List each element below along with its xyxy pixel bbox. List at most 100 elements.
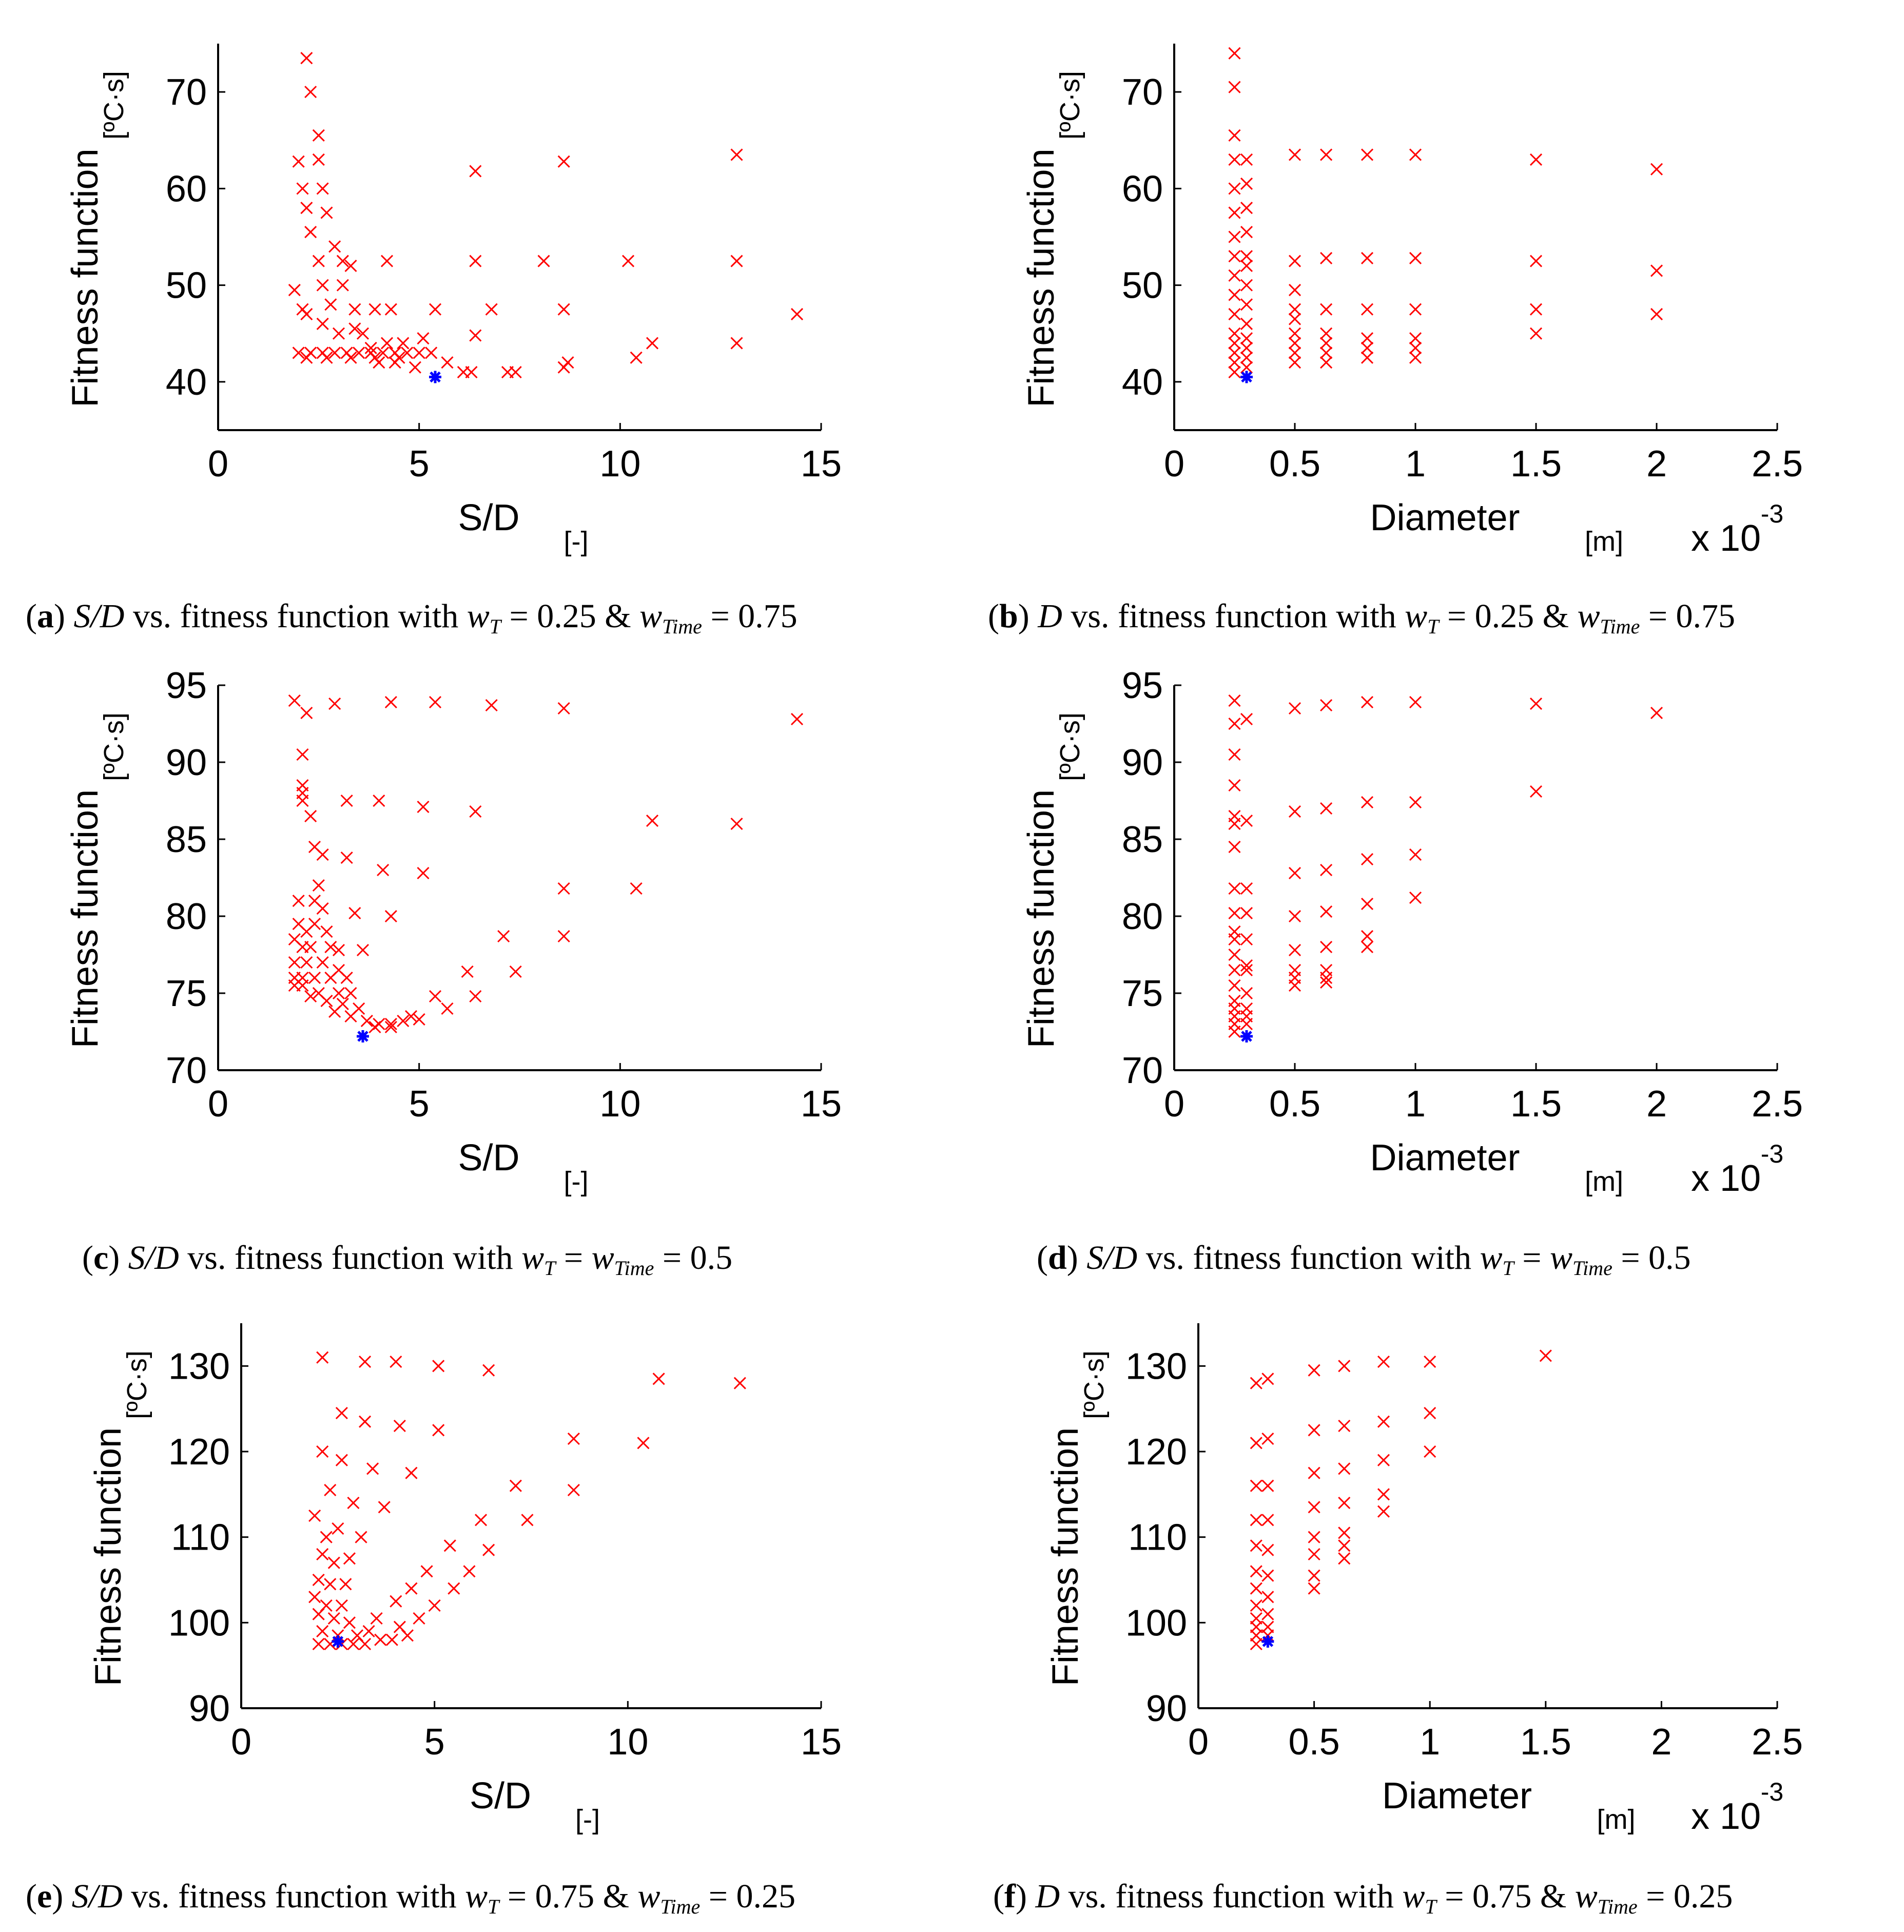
data-point [1240, 153, 1253, 166]
data-point [417, 866, 430, 880]
data-point [1308, 1548, 1320, 1561]
data-point [1240, 226, 1253, 239]
data-point [448, 1582, 460, 1595]
data-point [1250, 1539, 1262, 1552]
data-point [397, 1014, 410, 1028]
best-point [1240, 1030, 1253, 1042]
data-point [368, 1020, 381, 1034]
data-point [1650, 308, 1663, 321]
x-axis-unit: [m] [1585, 526, 1623, 557]
data-point [1228, 906, 1241, 920]
data-point [425, 346, 438, 359]
data-point [1240, 317, 1253, 330]
data-point [1228, 269, 1241, 282]
data-point [1409, 796, 1422, 809]
data-point [312, 255, 325, 267]
data-point [344, 1010, 357, 1023]
data-point [1320, 863, 1333, 877]
x-tick-label: 10 [599, 443, 640, 485]
x-tick-label: 10 [607, 1722, 648, 1763]
data-point [432, 1424, 445, 1437]
x-axis-unit: [m] [1585, 1166, 1623, 1197]
data-point [557, 155, 570, 168]
y-tick-label: 120 [1125, 1432, 1187, 1473]
y-tick-label: 70 [1122, 1050, 1163, 1091]
data-point [312, 1637, 325, 1651]
y-tick-label: 90 [166, 742, 207, 783]
caption-c: (c) S/D vs. fitness function with wT = w… [82, 1239, 733, 1280]
data-point [384, 1020, 397, 1034]
data-point [557, 882, 570, 895]
data-point [1288, 805, 1301, 818]
data-point [409, 361, 421, 374]
chart-panel-5: 0 0.5 1 1.5 2 2.5 90 100 110 120 130 Diameter [m] x 1… [1045, 1323, 1803, 1837]
data-point [1361, 897, 1374, 911]
y-tick-label: 60 [166, 168, 207, 209]
data-point [1361, 695, 1374, 709]
data-point [385, 1633, 398, 1646]
data-point [469, 329, 482, 342]
data-point [557, 303, 570, 316]
data-point [344, 351, 357, 364]
data-point [332, 1522, 344, 1535]
data-point [521, 1514, 534, 1527]
y-tick-label: 80 [1122, 896, 1163, 937]
y-tick-label: 70 [1122, 72, 1163, 113]
data-point [469, 255, 482, 267]
data-point [1361, 351, 1374, 364]
x-tick-label: 5 [409, 443, 430, 485]
x-tick-label: 1.5 [1520, 1722, 1571, 1763]
data-point [390, 1595, 402, 1608]
data-point [312, 1573, 325, 1587]
best-point [1240, 371, 1253, 383]
x-tick-label: 2.5 [1752, 1722, 1803, 1763]
data-point [320, 206, 333, 219]
data-point [373, 794, 385, 807]
data-point [469, 990, 482, 1003]
data-point [413, 346, 425, 359]
data-point [316, 956, 329, 969]
data-point [1288, 943, 1301, 957]
data-point [304, 940, 317, 954]
data-point [1228, 206, 1241, 219]
data-point [475, 1514, 488, 1527]
data-point [1361, 341, 1374, 355]
x-axis-unit: [-] [564, 1166, 589, 1197]
data-point [380, 255, 394, 267]
data-point [1261, 1608, 1274, 1620]
data-point [1377, 1415, 1390, 1428]
data-point [384, 910, 397, 923]
data-point [1320, 303, 1333, 316]
data-point [1228, 47, 1241, 60]
data-point [300, 706, 313, 720]
data-point [1228, 779, 1241, 792]
x-axis-exponent: -3 [1761, 499, 1783, 528]
data-point [316, 1548, 329, 1561]
x-tick-label: 0.5 [1269, 443, 1320, 485]
data-point [1240, 250, 1253, 263]
data-point [1228, 840, 1241, 854]
data-point [1228, 717, 1241, 730]
data-point [1529, 697, 1543, 710]
y-tick-label: 120 [168, 1432, 230, 1473]
data-point [296, 794, 309, 807]
data-point [384, 1017, 397, 1031]
data-point [1308, 1501, 1320, 1514]
data-point [335, 1599, 348, 1612]
y-tick-label: 90 [189, 1688, 230, 1729]
data-point [316, 1445, 329, 1458]
data-point [1377, 1454, 1390, 1466]
data-point [646, 337, 659, 350]
data-point [652, 1373, 665, 1385]
y-axis-label: Fitness function [1021, 148, 1062, 407]
data-point [362, 1625, 375, 1638]
data-point [401, 346, 414, 359]
x-tick-label: 1 [1420, 1722, 1440, 1763]
data-point [1228, 694, 1241, 707]
data-point [469, 165, 482, 178]
x-tick-label: 0 [231, 1722, 251, 1763]
data-point [327, 1556, 340, 1569]
y-tick-label: 80 [166, 896, 207, 937]
data-point [1377, 1505, 1390, 1518]
data-point [1228, 230, 1241, 243]
